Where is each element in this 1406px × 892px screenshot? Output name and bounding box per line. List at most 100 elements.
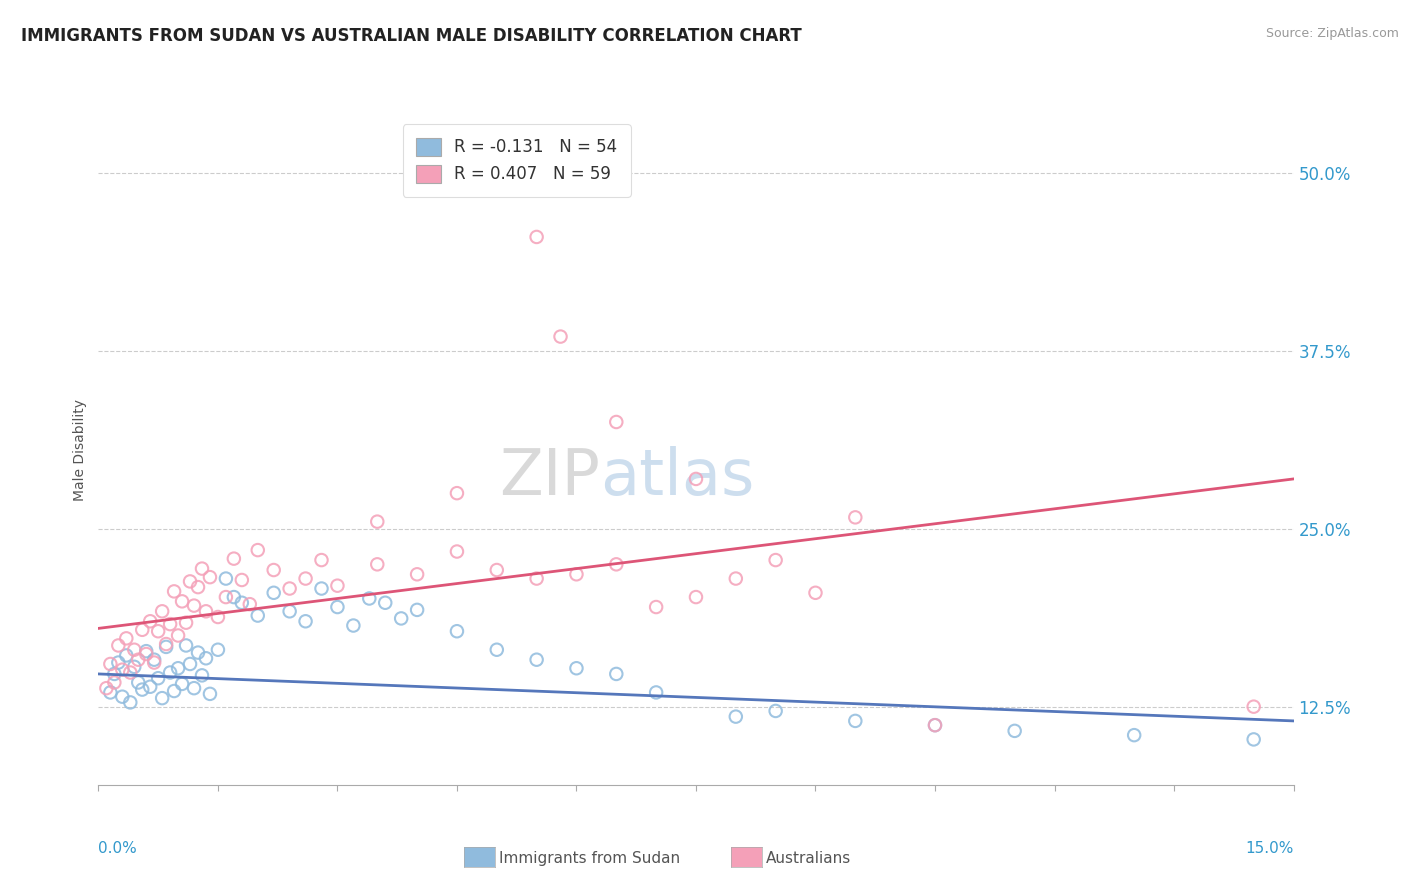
Point xyxy=(98,657,122,671)
Point xyxy=(565,661,588,675)
Point xyxy=(526,572,548,586)
Point xyxy=(446,624,468,639)
Point xyxy=(278,582,301,596)
Point xyxy=(187,580,209,594)
Point xyxy=(231,573,253,587)
Point xyxy=(107,656,129,670)
Point xyxy=(844,714,866,728)
Text: Source: ZipAtlas.com: Source: ZipAtlas.com xyxy=(1265,27,1399,40)
Point xyxy=(135,644,157,658)
Point xyxy=(124,660,146,674)
Point xyxy=(172,677,194,691)
Point xyxy=(174,615,197,630)
Point xyxy=(924,718,946,732)
Point xyxy=(222,551,245,566)
Point xyxy=(183,681,205,695)
Point xyxy=(246,543,269,558)
Point xyxy=(342,618,364,632)
Point xyxy=(191,668,214,682)
Point xyxy=(148,624,170,639)
Point xyxy=(366,558,388,572)
Point xyxy=(215,590,238,604)
Point xyxy=(148,671,170,685)
Point xyxy=(198,570,221,584)
Point xyxy=(1243,732,1265,747)
Point xyxy=(103,667,125,681)
Point xyxy=(446,486,468,500)
Point xyxy=(1123,728,1146,742)
Point xyxy=(139,614,162,628)
Point xyxy=(172,594,194,608)
Point xyxy=(96,681,118,695)
Legend: R = -0.131   N = 54, R = 0.407   N = 59: R = -0.131 N = 54, R = 0.407 N = 59 xyxy=(402,124,631,196)
Point xyxy=(115,632,138,646)
Point xyxy=(406,603,429,617)
Point xyxy=(326,600,349,615)
Point xyxy=(191,561,214,575)
Y-axis label: Male Disability: Male Disability xyxy=(73,400,87,501)
Point xyxy=(183,599,205,613)
Point xyxy=(163,684,186,698)
Point xyxy=(765,553,787,567)
Point xyxy=(103,675,125,690)
Point xyxy=(1004,723,1026,738)
Point xyxy=(311,553,333,567)
Point xyxy=(143,653,166,667)
Point xyxy=(526,230,548,244)
Point xyxy=(374,596,396,610)
Point xyxy=(127,675,149,690)
Point xyxy=(111,690,134,704)
Point xyxy=(389,611,412,625)
Point xyxy=(167,661,190,675)
Point xyxy=(326,579,349,593)
Point xyxy=(485,563,508,577)
Point xyxy=(163,584,186,599)
Point xyxy=(111,663,134,677)
Point xyxy=(685,472,707,486)
Point xyxy=(195,604,218,618)
Point xyxy=(550,329,572,343)
Point xyxy=(231,596,253,610)
Point xyxy=(406,567,429,582)
Point xyxy=(359,591,381,606)
Point xyxy=(107,639,129,653)
Point xyxy=(446,544,468,558)
Point xyxy=(526,653,548,667)
Point xyxy=(222,590,245,604)
Point xyxy=(207,642,229,657)
Point xyxy=(155,640,177,654)
Point xyxy=(120,665,142,680)
Point xyxy=(485,642,508,657)
Point xyxy=(645,685,668,699)
Point xyxy=(207,610,229,624)
Point xyxy=(246,608,269,623)
Point xyxy=(98,685,122,699)
Point xyxy=(159,617,181,632)
Point xyxy=(311,582,333,596)
Point xyxy=(263,563,285,577)
Text: Australians: Australians xyxy=(766,851,852,865)
Point xyxy=(195,651,218,665)
Text: 0.0%: 0.0% xyxy=(98,841,138,856)
Point xyxy=(198,687,221,701)
Point xyxy=(131,682,153,697)
Point xyxy=(179,574,201,589)
Point xyxy=(844,510,866,524)
Point xyxy=(127,653,149,667)
Point xyxy=(167,628,190,642)
Point xyxy=(765,704,787,718)
Point xyxy=(115,648,138,663)
Text: 15.0%: 15.0% xyxy=(1246,841,1294,856)
Point xyxy=(215,572,238,586)
Point xyxy=(366,515,388,529)
Text: IMMIGRANTS FROM SUDAN VS AUSTRALIAN MALE DISABILITY CORRELATION CHART: IMMIGRANTS FROM SUDAN VS AUSTRALIAN MALE… xyxy=(21,27,801,45)
Point xyxy=(239,597,262,611)
Text: Immigrants from Sudan: Immigrants from Sudan xyxy=(499,851,681,865)
Point xyxy=(139,680,162,694)
Point xyxy=(150,604,173,618)
Point xyxy=(804,586,827,600)
Text: atlas: atlas xyxy=(600,446,755,508)
Point xyxy=(294,572,316,586)
Point xyxy=(143,656,166,670)
Point xyxy=(724,709,747,723)
